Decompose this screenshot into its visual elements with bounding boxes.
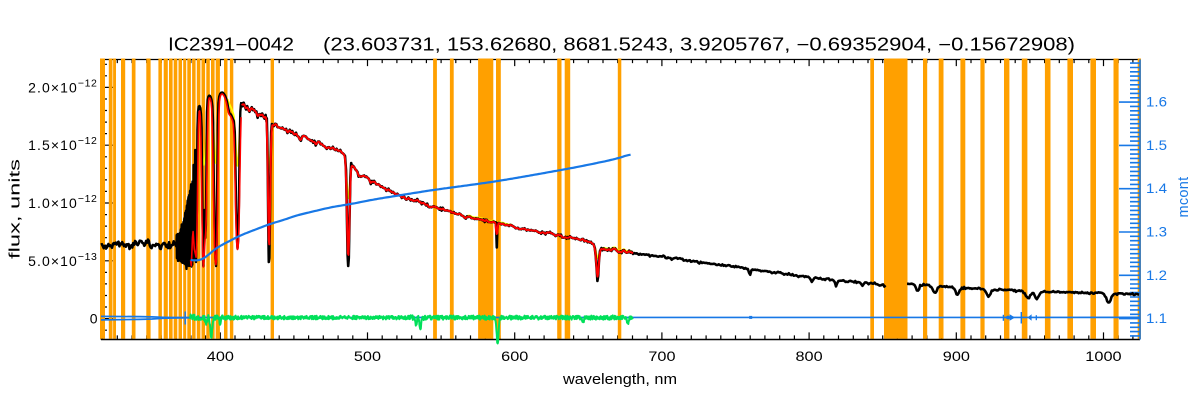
svg-text:1.0×10−12: 1.0×10−12 bbox=[28, 193, 97, 211]
svg-text:1.5: 1.5 bbox=[1146, 137, 1167, 153]
svg-text:700: 700 bbox=[648, 348, 675, 364]
svg-text:5.0×10−13: 5.0×10−13 bbox=[28, 251, 97, 269]
svg-text:1.4: 1.4 bbox=[1146, 180, 1167, 196]
svg-text:800: 800 bbox=[796, 348, 823, 364]
svg-text:900: 900 bbox=[943, 348, 970, 364]
svg-text:500: 500 bbox=[354, 348, 381, 364]
svg-text:1.6: 1.6 bbox=[1146, 94, 1167, 110]
svg-text:400: 400 bbox=[207, 348, 234, 364]
svg-text:600: 600 bbox=[501, 348, 528, 364]
svg-text:1.1: 1.1 bbox=[1146, 310, 1167, 326]
svg-text:1.2: 1.2 bbox=[1146, 267, 1167, 283]
svg-text:1.5×10−12: 1.5×10−12 bbox=[28, 135, 97, 153]
svg-text:wavelength, nm: wavelength, nm bbox=[562, 371, 677, 388]
svg-text:1000: 1000 bbox=[1085, 348, 1122, 364]
svg-text:(23.603731, 153.62680, 8681.52: (23.603731, 153.62680, 8681.5243, 3.9205… bbox=[323, 35, 1075, 55]
svg-text:flux, units: flux, units bbox=[7, 159, 24, 259]
svg-text:IC2391−0042: IC2391−0042 bbox=[168, 35, 294, 55]
svg-text:0: 0 bbox=[90, 311, 98, 327]
svg-text:2.0×10−12: 2.0×10−12 bbox=[28, 77, 97, 95]
svg-text:1.3: 1.3 bbox=[1146, 224, 1167, 240]
svg-text:mcont: mcont bbox=[1176, 177, 1192, 218]
